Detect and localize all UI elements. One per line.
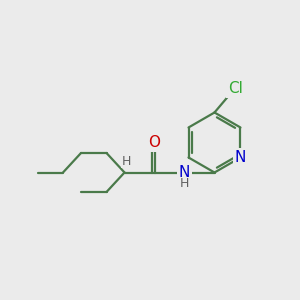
Text: O: O (148, 135, 160, 150)
Text: H: H (180, 177, 189, 190)
Text: N: N (179, 165, 190, 180)
Text: N: N (235, 150, 246, 165)
Text: Cl: Cl (228, 81, 243, 96)
Text: H: H (121, 154, 131, 168)
